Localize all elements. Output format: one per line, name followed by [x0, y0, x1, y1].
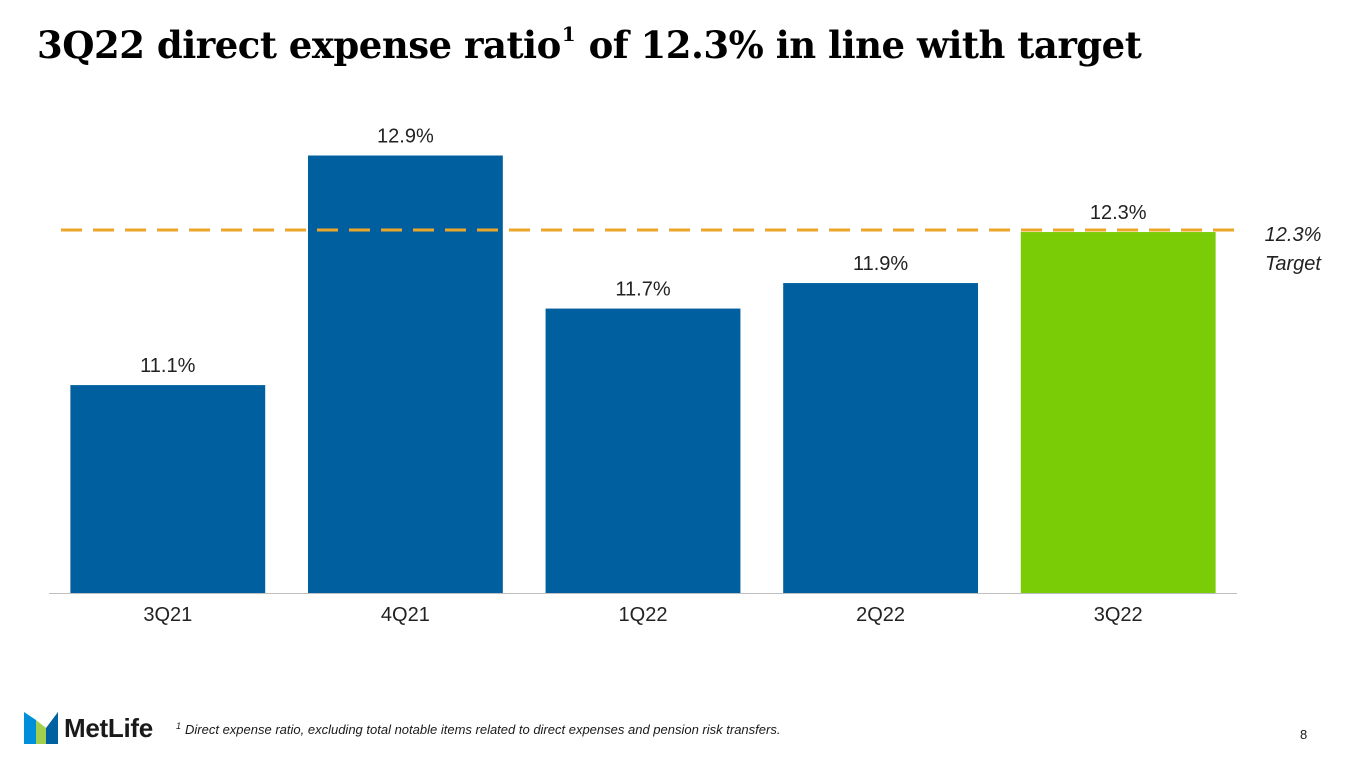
page-title: 3Q22 direct expense ratio1 of 12.3% in l… [37, 22, 1142, 67]
x-tick-label-4Q21: 4Q21 [381, 604, 430, 626]
bar-2Q22 [783, 283, 979, 593]
bar-3Q21 [70, 385, 266, 593]
page-number: 8 [1300, 727, 1308, 742]
target-text-label: Target [1265, 253, 1322, 275]
x-tick-label-3Q21: 3Q21 [143, 604, 192, 626]
footnote-marker: 1 [176, 721, 182, 731]
x-tick-label-2Q22: 2Q22 [856, 604, 905, 626]
data-label-4Q21: 12.9% [377, 126, 434, 148]
data-label-3Q21: 11.1% [140, 355, 195, 377]
footnote: 1 Direct expense ratio, excluding total n… [176, 721, 780, 737]
title-rest: of 12.3% in line with target [576, 23, 1142, 67]
bar-3Q22 [1020, 232, 1216, 593]
title-main: 3Q22 direct expense ratio [37, 23, 561, 67]
metlife-logo: MetLife [24, 710, 153, 746]
x-tick-label-3Q22: 3Q22 [1094, 604, 1143, 626]
x-tick-label-1Q22: 1Q22 [619, 604, 668, 626]
data-label-1Q22: 11.7% [615, 279, 670, 301]
bar-4Q21 [307, 155, 503, 593]
logo-wordmark: MetLife [64, 712, 153, 743]
target-value-label: 12.3% [1265, 224, 1322, 246]
bar-chart: 11.1% 3Q21 12.9% 4Q21 11.7% 1Q22 11.9% 2Q22 12.3… [49, 126, 1322, 626]
footnote-text: Direct expense ratio, excluding total no… [185, 722, 781, 737]
data-label-2Q22: 11.9% [853, 253, 908, 275]
bar-1Q22 [545, 308, 741, 593]
metlife-logo-icon [24, 712, 58, 744]
data-label-3Q22: 12.3% [1090, 202, 1147, 224]
title-superscript: 1 [561, 22, 576, 46]
